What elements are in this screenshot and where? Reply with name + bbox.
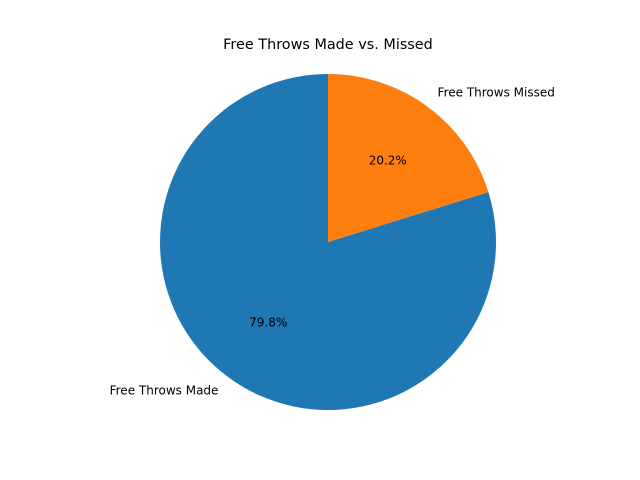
- slice-label-1: Free Throws Made: [110, 383, 219, 397]
- percent-label-2: 20.2%: [369, 153, 407, 167]
- pie-slice-2: [328, 74, 489, 242]
- percent-label-1: 79.8%: [249, 316, 287, 330]
- slice-label-2: Free Throws Missed: [438, 86, 555, 100]
- pie-labels: Free Throws Made 79.8% Free Throws Missed 2…: [110, 86, 555, 398]
- pie-slices: [159, 74, 496, 410]
- chart-title: Free Throws Made vs. Missed: [223, 37, 433, 53]
